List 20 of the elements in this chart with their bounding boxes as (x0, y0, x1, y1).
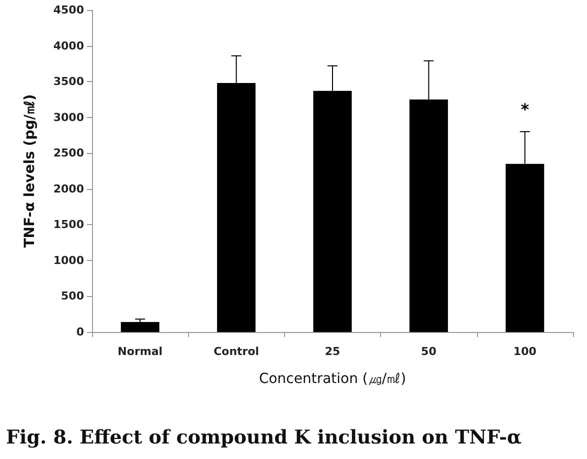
y-tick-label: 1500 (53, 218, 84, 232)
x-tick-label: Normal (118, 345, 163, 358)
x-tick-label: 25 (324, 345, 340, 358)
x-tick-label: Control (214, 345, 260, 358)
x-axis-title: Concentration (㎍/㎖) (258, 371, 406, 387)
x-tick-label: 50 (421, 345, 437, 358)
y-tick-label: 500 (61, 290, 84, 303)
y-tick-label: 4000 (53, 39, 84, 52)
x-tick-label: 100 (513, 345, 537, 358)
bar (120, 322, 160, 332)
y-tick-label: 1000 (53, 254, 84, 267)
y-tick-label: 0 (76, 326, 84, 338)
y-tick-label: 4500 (53, 4, 84, 16)
y-tick-label: 2000 (53, 182, 84, 196)
y-tick-label: 2500 (53, 146, 84, 160)
y-tick-label: 3000 (53, 110, 84, 124)
annotation: * (520, 100, 530, 120)
y-axis-title: TNF-α levels (pg/㎖) (22, 94, 38, 248)
y-tick-label: 3500 (53, 75, 84, 88)
caption: Fig. 8. Effect of compound K inclusion on TNF-α (6, 426, 522, 448)
